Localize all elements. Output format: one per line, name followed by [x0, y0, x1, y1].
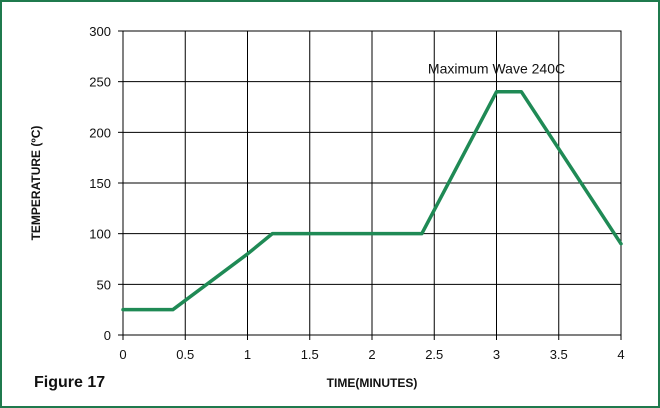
x-tick-label: 1.5 [301, 347, 319, 362]
y-tick-label: 150 [89, 176, 111, 191]
y-tick-label: 100 [89, 227, 111, 242]
x-tick-label: 0 [119, 347, 126, 362]
x-axis-title: TIME(MINUTES) [327, 376, 418, 390]
figure-label: Figure 17 [34, 374, 106, 391]
y-tick-label: 0 [104, 328, 111, 343]
y-tick-labels: 0 50 100 150 200 250 300 [89, 24, 111, 343]
x-tick-label: 3.5 [550, 347, 568, 362]
y-tick-label: 250 [89, 75, 111, 90]
series-layer [121, 90, 623, 312]
x-tick-label: 1 [244, 347, 251, 362]
x-tick-label: 4 [617, 347, 624, 362]
plot-area-border [122, 30, 622, 336]
annotation-label: Maximum Wave 240C [428, 61, 565, 77]
annotations: Maximum Wave 240C [428, 61, 565, 77]
x-tick-label: 2 [368, 347, 375, 362]
y-tick-label: 300 [89, 24, 111, 39]
y-axis-title: TEMPERATURE (ºC) [29, 126, 43, 241]
x-tick-labels: 0 0.5 1 1.5 2 2.5 3 3.5 4 [119, 347, 624, 362]
y-tick-label: 200 [89, 125, 111, 140]
x-tick-label: 0.5 [176, 347, 194, 362]
temperature-series-line [121, 90, 623, 312]
y-tick-label: 50 [97, 277, 111, 292]
x-tick-label: 2.5 [425, 347, 443, 362]
x-tick-label: 3 [493, 347, 500, 362]
